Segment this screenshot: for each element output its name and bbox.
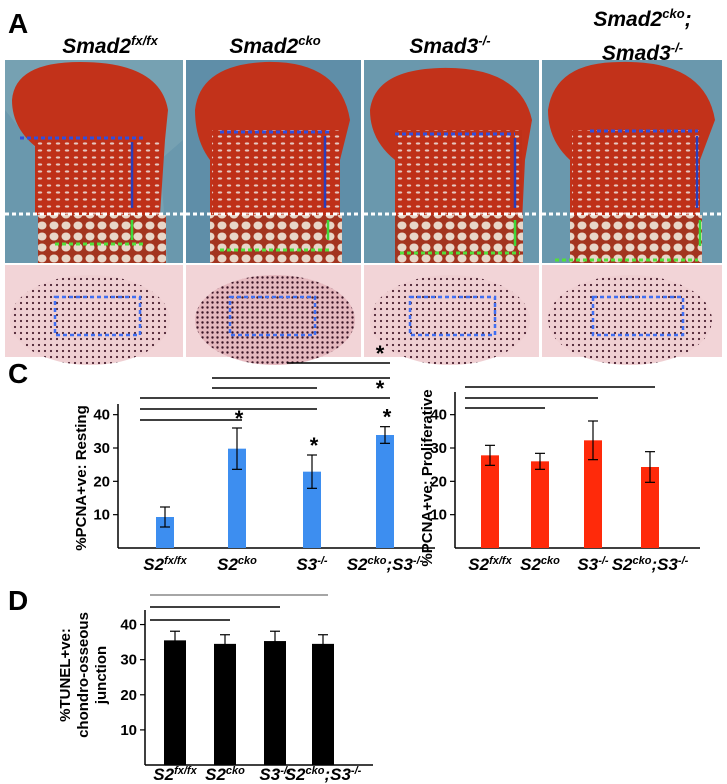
bar-2 (264, 641, 286, 765)
category-label-3: S2cko;S3-/- (612, 555, 689, 574)
significance-star: * (310, 433, 319, 458)
panel-label-d: D (8, 585, 29, 616)
y-tick-label: 30 (120, 652, 137, 669)
significance-star: * (383, 405, 392, 430)
y-axis-label: %TUNEL+ve:chondro-osseousjunction (57, 612, 110, 738)
category-label-0: S2fx/fx (143, 555, 187, 574)
zone-markers (5, 129, 722, 262)
bar-0 (481, 455, 499, 548)
histology-image-1 (5, 60, 183, 263)
genotype-header-3: Smad3-/- (409, 33, 491, 58)
histology-image-4 (542, 60, 722, 263)
category-label-1: S2cko (205, 765, 245, 784)
y-tick-label: 40 (93, 407, 110, 424)
bar-1 (214, 643, 236, 765)
bar-2 (584, 440, 602, 548)
category-label-2: S3-/- (577, 555, 609, 574)
panel-label-c: C (8, 358, 29, 389)
category-label-2: S3-/- (296, 555, 328, 574)
y-tick-label: 20 (430, 473, 447, 490)
y-tick-label: 40 (120, 617, 137, 634)
y-tick-label: 20 (120, 687, 137, 704)
bar-0 (156, 517, 174, 548)
y-tick-label: 10 (120, 722, 137, 739)
bar-3 (641, 467, 659, 548)
bar-3 (312, 643, 334, 765)
category-label-1: S2cko (217, 555, 257, 574)
category-label-0: S2fx/fx (153, 765, 197, 784)
y-tick-label: 30 (93, 440, 110, 457)
genotype-header-2: Smad2cko (229, 33, 321, 58)
y-tick-label: 20 (93, 473, 110, 490)
category-label-3: S2cko;S3-/- (347, 555, 424, 574)
y-axis-label: %PCNA+ve: Resting (73, 405, 90, 550)
category-label-2: S3-/- (259, 765, 291, 784)
chart-tunel: 10 20 30 40 %TUNEL+ve:chondro-osseousjunctio… (57, 594, 373, 784)
bar-3 (376, 435, 394, 548)
bar-0 (164, 640, 186, 765)
chart-pcna-proliferative: 10 20 30 40%PCNA+ve: Proliferative S2fx/fx S2… (419, 386, 700, 574)
zone-arrows (130, 136, 702, 246)
bar-1 (531, 461, 549, 548)
significance-star: * (235, 406, 244, 431)
category-label-0: S2fx/fx (468, 555, 512, 574)
category-label-3: S2cko;S3-/- (285, 765, 362, 784)
histology-image-2 (186, 60, 361, 263)
y-tick-label: 10 (93, 507, 110, 524)
histology-panel-b (5, 265, 722, 365)
y-tick-label: 40 (430, 407, 447, 424)
y-tick-label: 10 (430, 507, 447, 524)
genotype-header-1: Smad2fx/fx (62, 33, 158, 58)
bar-1 (228, 448, 246, 548)
chart-pcna-resting: 10 20 30 40%PCNA+ve: Resting S2fx/fx * S2cko * S… (73, 341, 435, 574)
panel-label-a: A (8, 8, 29, 39)
bracket-star: * (376, 341, 385, 366)
y-tick-label: 30 (430, 440, 447, 457)
y-axis-label: %PCNA+ve: Proliferative (419, 389, 436, 566)
category-label-1: S2cko (520, 555, 560, 574)
genotype-header-4: Smad2cko; Smad3-/- (593, 6, 692, 65)
bar-2 (303, 471, 321, 548)
bracket-star: * (376, 376, 385, 401)
